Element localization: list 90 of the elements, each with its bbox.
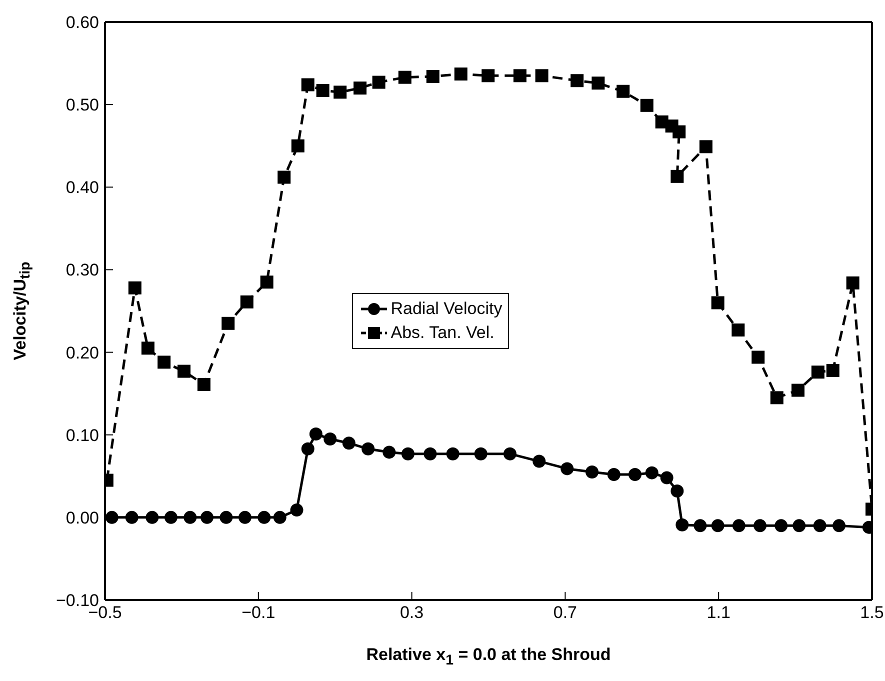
- point: [334, 86, 347, 99]
- point: [372, 76, 386, 89]
- point: [670, 170, 684, 183]
- point: [732, 323, 745, 336]
- point: [240, 295, 254, 308]
- point: [503, 447, 516, 460]
- x-tick-label: 1.5: [860, 603, 884, 622]
- point: [676, 518, 689, 532]
- point: [273, 510, 286, 524]
- point: [398, 70, 412, 84]
- x-tick-label: 1.1: [706, 603, 730, 622]
- point: [846, 276, 860, 290]
- x-tick-label: −0.1: [242, 603, 276, 622]
- point: [309, 428, 322, 441]
- point: [200, 510, 214, 524]
- point: [342, 436, 356, 450]
- point: [672, 125, 686, 138]
- point: [301, 442, 314, 456]
- point: [362, 442, 375, 456]
- point: [260, 276, 274, 289]
- y-tick-label: 0.00: [66, 508, 99, 528]
- point: [791, 384, 804, 397]
- point: [813, 519, 826, 532]
- y-tick-label: 0.60: [66, 13, 99, 32]
- point: [592, 76, 605, 90]
- point: [290, 503, 304, 516]
- point: [158, 356, 171, 369]
- x-tick-label: 0.3: [400, 603, 424, 622]
- point: [482, 69, 495, 82]
- point: [382, 446, 396, 459]
- point: [645, 466, 658, 480]
- point: [258, 510, 271, 524]
- point: [401, 447, 414, 460]
- point: [628, 468, 642, 481]
- point: [616, 84, 630, 98]
- point: [146, 510, 159, 524]
- point: [774, 519, 788, 532]
- point: [826, 364, 840, 377]
- point: [660, 471, 674, 484]
- point: [316, 84, 330, 98]
- point: [640, 98, 654, 112]
- legend-label: Abs. Tan. Vel.: [390, 322, 494, 344]
- y-tick-label: 0.30: [66, 260, 99, 280]
- point: [560, 462, 574, 476]
- point: [426, 70, 440, 83]
- point: [141, 342, 154, 355]
- point: [694, 519, 707, 532]
- point: [513, 69, 526, 82]
- point: [278, 170, 291, 184]
- legend-label: Radial Velocity: [390, 298, 502, 320]
- point: [752, 350, 765, 364]
- point: [446, 447, 460, 460]
- point: [128, 281, 142, 294]
- point: [754, 519, 767, 532]
- point: [586, 466, 599, 479]
- point: [711, 519, 724, 532]
- point: [699, 140, 712, 154]
- x-tick-label: 0.7: [553, 603, 578, 622]
- point: [354, 82, 367, 95]
- point: [454, 68, 468, 81]
- point: [607, 468, 620, 481]
- y-tick-label: 0.20: [66, 343, 99, 362]
- point: [197, 378, 210, 391]
- point: [711, 296, 724, 310]
- point: [532, 454, 546, 468]
- y-tick-label: 0.50: [66, 96, 99, 115]
- point: [220, 510, 233, 524]
- point: [832, 519, 846, 532]
- point: [125, 510, 138, 524]
- point: [178, 364, 190, 378]
- x-axis-title: Relative x$_{1}$ = 0.0 at the Shroud: [365, 645, 612, 668]
- point: [570, 74, 584, 88]
- point: [105, 510, 118, 524]
- point: [811, 366, 824, 379]
- point: [184, 510, 197, 524]
- point: [291, 139, 304, 152]
- point: [424, 447, 437, 460]
- point: [222, 316, 235, 330]
- point: [164, 510, 178, 524]
- point: [770, 391, 784, 404]
- point: [670, 484, 684, 498]
- y-tick-label: 0.40: [66, 178, 99, 198]
- point: [238, 510, 252, 524]
- point: [301, 78, 314, 92]
- point: [535, 69, 548, 82]
- y-tick-label: 0.10: [66, 426, 99, 445]
- point: [474, 447, 488, 460]
- point: [792, 519, 806, 532]
- point: [324, 432, 337, 446]
- point: [732, 519, 746, 532]
